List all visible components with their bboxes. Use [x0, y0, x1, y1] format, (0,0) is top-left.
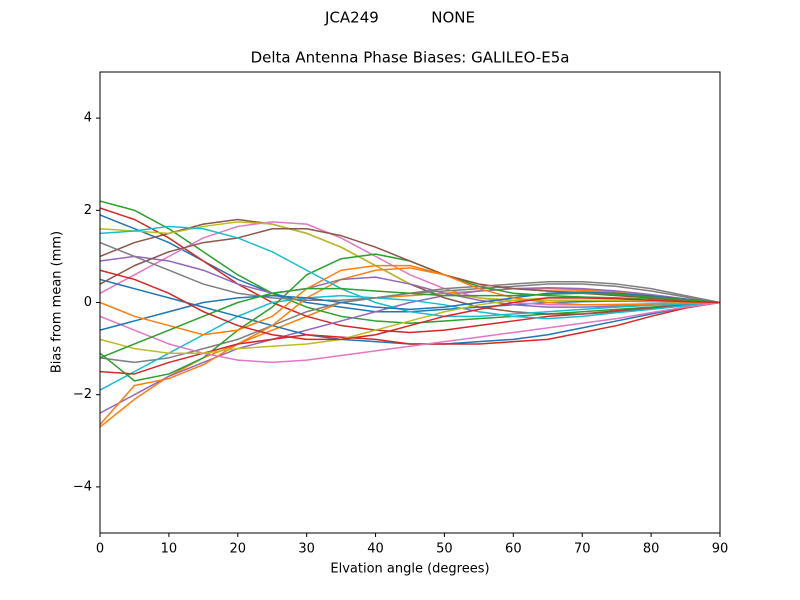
x-tick-label: 40: [367, 542, 384, 557]
y-tick-label: −4: [73, 479, 92, 494]
series-line: [99, 255, 721, 308]
series-line: [99, 291, 721, 331]
series-line: [99, 269, 721, 341]
y-tick-label: 0: [84, 295, 92, 310]
series-line: [99, 287, 721, 414]
series-line: [99, 221, 721, 304]
x-tick-label: 0: [96, 542, 104, 557]
x-axis-label: Elvation angle (degrees): [330, 562, 489, 577]
x-tick-label: 50: [436, 542, 453, 557]
x-tick-label: 10: [161, 542, 178, 557]
series-line: [99, 207, 721, 334]
y-tick-label: 2: [84, 203, 92, 218]
x-tick-label: 80: [643, 542, 660, 557]
y-tick-label: 4: [84, 111, 92, 126]
suptitle: JCA249 NONE: [324, 9, 475, 27]
y-tick-label: −2: [73, 387, 92, 402]
series-line: [99, 200, 721, 324]
chart-title: Delta Antenna Phase Biases: GALILEO-E5a: [251, 49, 570, 67]
x-tick-label: 30: [298, 542, 315, 557]
plot-area: [99, 200, 721, 428]
series-line: [99, 214, 721, 313]
series-line: [99, 264, 721, 336]
x-tick-label: 70: [574, 542, 591, 557]
series-line: [99, 227, 721, 304]
series-line: [99, 225, 721, 318]
y-axis-label: Bias from mean (mm): [50, 231, 65, 373]
x-tick-label: 90: [712, 542, 729, 557]
x-tick-label: 60: [505, 542, 522, 557]
series-line: [99, 287, 721, 359]
x-tick-label: 20: [230, 542, 247, 557]
